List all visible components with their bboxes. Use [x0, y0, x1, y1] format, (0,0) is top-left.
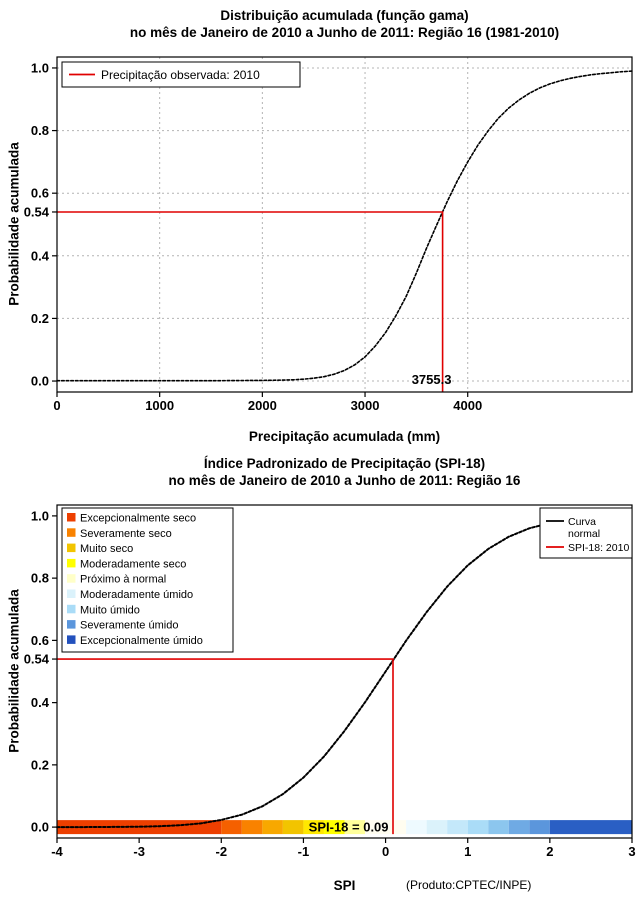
- spi-colorbar-segment: [221, 820, 242, 835]
- marker-probability-label: 0.54: [24, 652, 50, 667]
- x-tick-label: 0: [382, 844, 389, 859]
- y-tick-label: 0.4: [31, 695, 50, 710]
- line-legend-box: [539, 507, 633, 559]
- category-swatch: [67, 574, 76, 583]
- x-tick-label: 0: [53, 398, 60, 413]
- x-tick-label: 2: [546, 844, 553, 859]
- observed-marker-line: [57, 211, 444, 392]
- spi-colorbar-segment: [282, 820, 304, 835]
- chart2-x-axis-title: SPI: [333, 878, 356, 893]
- category-label: Severamente seco: [80, 528, 172, 540]
- category-swatch: [67, 513, 76, 522]
- x-tick-label: -4: [51, 844, 63, 859]
- category-label: Excepcionalmente seco: [80, 513, 196, 525]
- product-credit: (Produto:CPTEC/INPE): [406, 878, 532, 892]
- spi-colorbar-segment: [323, 820, 345, 835]
- y-tick-label: 0.2: [31, 757, 49, 772]
- plot-border: [56, 56, 633, 393]
- y-tick-label: 0.6: [31, 633, 49, 648]
- category-label: Excepcionalmente úmido: [80, 635, 203, 647]
- x-tick-label: 1000: [145, 398, 174, 413]
- x-tick-label: 1: [464, 844, 471, 859]
- spi-colorbar-segment: [303, 820, 324, 835]
- spi-colorbar-segment: [549, 820, 632, 835]
- spi-cdf-plot: -4 -3 -2 -1 0 1 2 3 0.0 0.2 0.4 0.6 0.8 1.0 0.54 SPI-18…: [24, 504, 636, 859]
- x-tick-label: 2000: [248, 398, 277, 413]
- y-tick-label: 1.0: [31, 60, 49, 75]
- x-tick-label: 3000: [351, 398, 380, 413]
- spi-colorbar-segment: [262, 820, 283, 835]
- spi-colorbar-segment: [467, 820, 489, 835]
- gamma-cdf-plot: 0 1000 2000 3000 4000 0.0 0.2 0.4 0.6 0.8 1.0 0.54 3…: [24, 56, 633, 413]
- y-tick-label: 1.0: [31, 508, 49, 523]
- category-swatch: [67, 543, 76, 553]
- line-legend-label: SPI-18: 2010: [568, 542, 629, 554]
- marker-probability-label: 0.54: [24, 204, 50, 219]
- category-swatch: [67, 604, 76, 614]
- category-label: Muito seco: [80, 543, 133, 555]
- chart1-x-axis-title: Precipitação acumulada (mm): [248, 429, 441, 444]
- category-swatch: [67, 635, 76, 644]
- y-tick-label: 0.8: [31, 571, 49, 586]
- plot-border: [56, 504, 633, 839]
- observed-marker-line: [57, 658, 394, 835]
- x-tick-label: 3: [628, 844, 635, 859]
- legend-box: [61, 61, 301, 88]
- cdf-curve: [56, 70, 633, 382]
- chart2-title: Índice Padronizado de Precipitação (SPI-…: [203, 456, 486, 471]
- category-label: Próximo à normal: [80, 574, 166, 586]
- category-label: Muito úmido: [80, 604, 140, 616]
- x-tick-label: -1: [298, 844, 310, 859]
- x-tick-label: 4000: [453, 398, 482, 413]
- chart1-subtitle: no mês de Janeiro de 2010 a Junho de 201…: [129, 25, 560, 40]
- x-tick-label: -3: [133, 844, 145, 859]
- category-label: Moderadamente úmido: [80, 589, 193, 601]
- spi-colorbar-segment: [426, 820, 448, 835]
- category-swatch: [67, 528, 76, 537]
- spi-colorbar-segment: [406, 820, 427, 835]
- category-swatch: [67, 558, 76, 568]
- spi-colorbar-segment: [488, 820, 509, 835]
- spi-colorbar-segment: [241, 820, 263, 835]
- chart2-subtitle: no mês de Janeiro de 2010 a Junho de 201…: [168, 473, 521, 488]
- spi-colorbar-segment: [447, 820, 468, 835]
- category-swatch: [67, 620, 76, 629]
- y-tick-label: 0.0: [31, 820, 49, 835]
- category-legend-box: [61, 507, 234, 653]
- y-tick-label: 0.6: [31, 186, 49, 201]
- category-label: Severamente úmido: [80, 620, 178, 632]
- legend-label: Precipitação observada: 2010: [101, 68, 260, 82]
- line-legend-label: Curva: [568, 516, 596, 528]
- x-tick-label: -2: [216, 844, 228, 859]
- chart1-title: Distribuição acumulada (função gama): [220, 8, 469, 23]
- spi-value-label: SPI-18 = 0.09: [309, 820, 389, 835]
- category-label: Moderadamente seco: [80, 558, 186, 570]
- spi-colorbar-segment: [529, 820, 550, 835]
- observed-precipitation-label: 3755.3: [412, 372, 452, 387]
- y-tick-label: 0.4: [31, 248, 50, 263]
- cdf-curve: [56, 515, 633, 829]
- y-tick-label: 0.8: [31, 123, 49, 138]
- y-tick-label: 0.0: [31, 374, 49, 389]
- spi-colorbar-segment: [365, 820, 407, 835]
- spi-colorbar-segment: [344, 820, 366, 835]
- line-legend-label: normal: [568, 528, 600, 540]
- category-swatch: [67, 589, 76, 598]
- spi-colorbar-segment: [508, 820, 530, 835]
- y-tick-label: 0.2: [31, 311, 49, 326]
